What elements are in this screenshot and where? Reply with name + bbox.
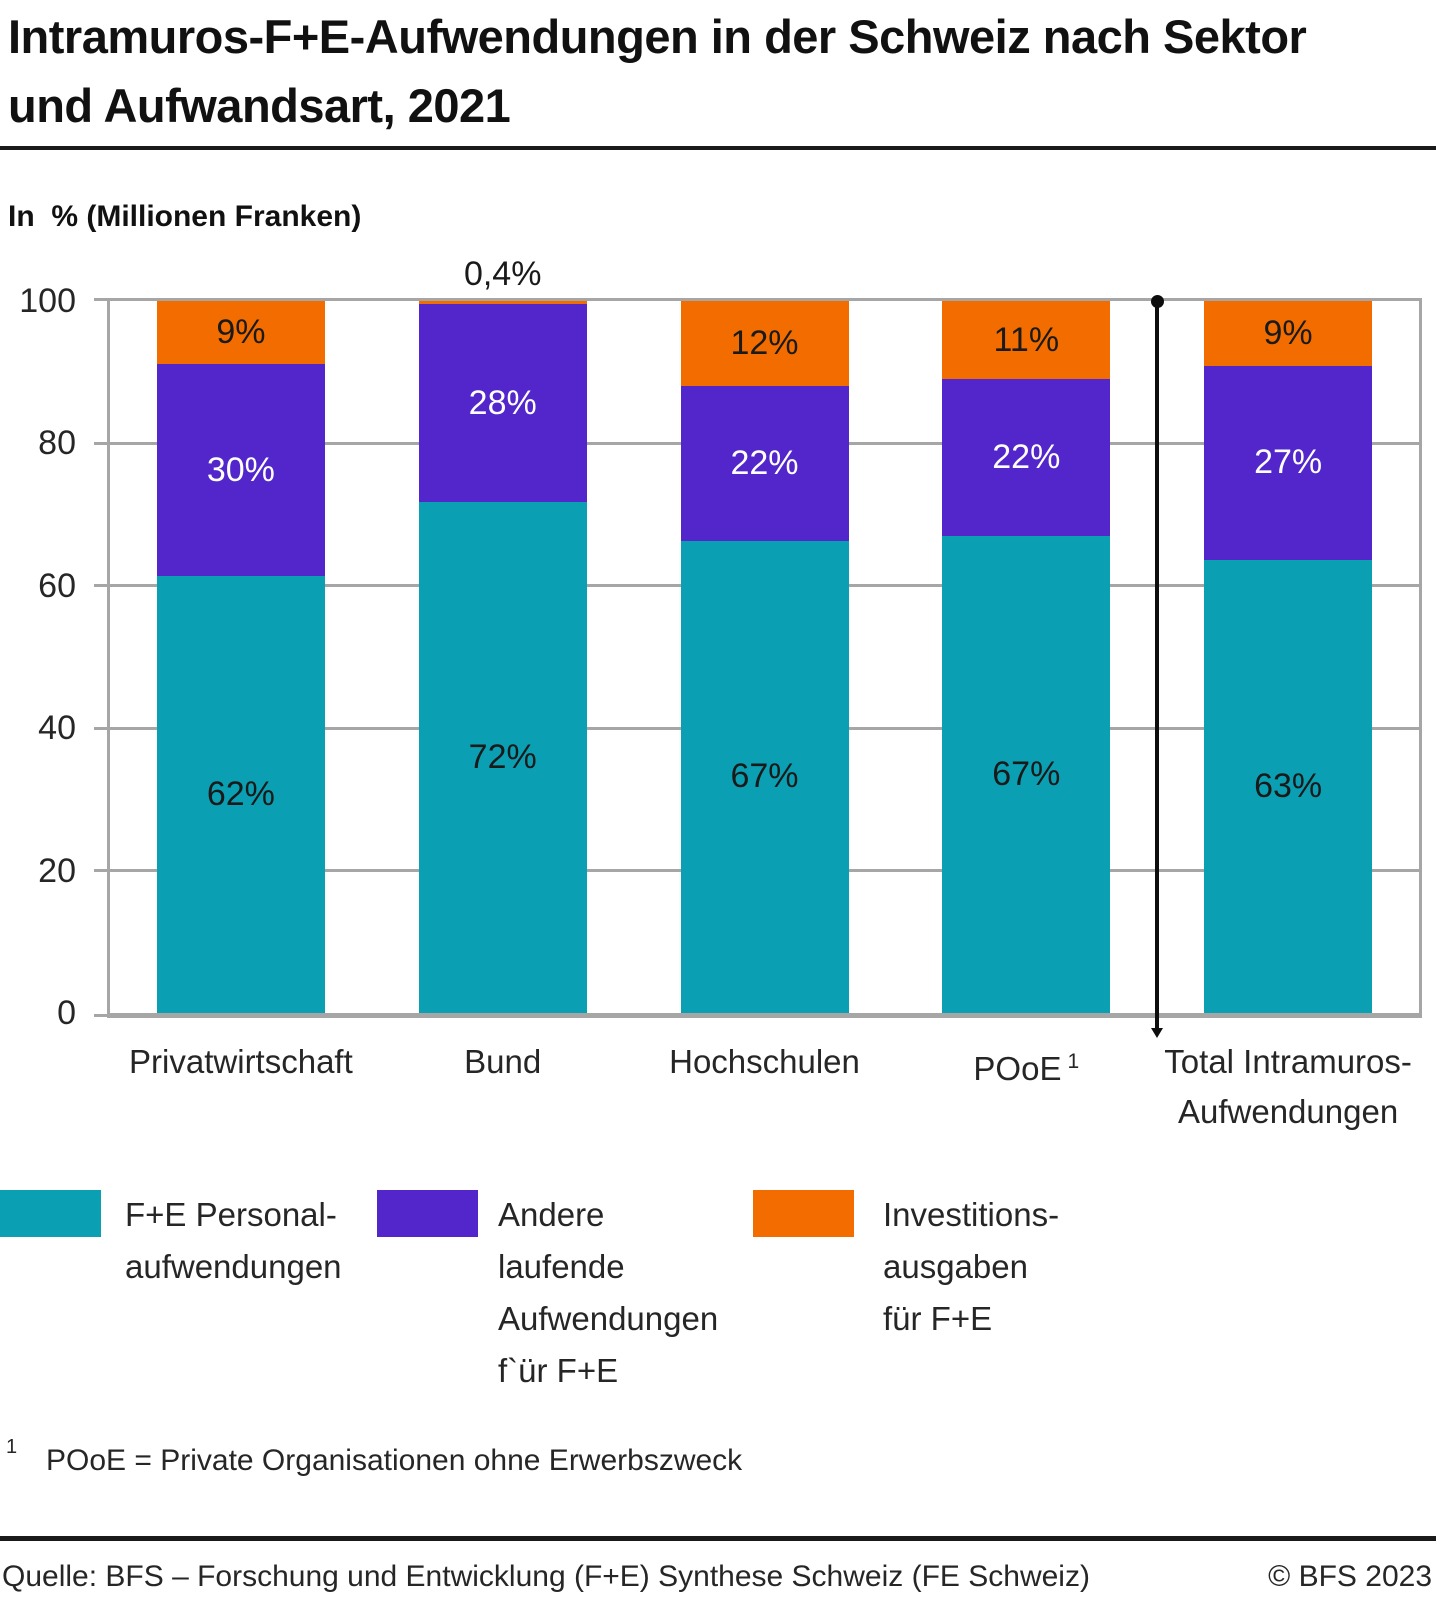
copyright-text: © BFS 2023 [1268,1560,1432,1593]
x-axis-label: POoE 1 [856,1037,1196,1094]
source-text: Quelle: BFS – Forschung und Entwicklung … [2,1560,1090,1593]
x-axis-baseline [107,1013,1422,1018]
x-axis-label: Hochschulen [595,1037,935,1087]
y-axis-label-20: 20 [38,851,76,890]
title-divider [0,146,1436,150]
bar-value-label: 22% [730,443,799,482]
legend-swatch-investitionsausgaben [753,1190,854,1237]
bar-segment: 67% [680,540,849,1013]
bar-value-label: 9% [216,313,266,352]
x-axis-label-footnote-marker: 1 [1067,1050,1080,1073]
x-axis-label-text: Bund [464,1043,542,1080]
bar-segment: 30% [156,364,325,576]
y-axis-tick-60 [94,584,110,588]
y-axis-label-40: 40 [38,709,76,748]
x-axis-label: Total Intramuros- Aufwendungen [1118,1037,1436,1137]
bar-segment: 22% [680,385,849,541]
bar-value-label: 30% [206,450,275,489]
y-axis-tick-100 [94,298,110,301]
bar-segment: 27% [1204,365,1373,560]
bar-segment [418,301,587,304]
bar-segment: 67% [942,535,1111,1013]
legend-label-personalaufwendungen: F+E Personal- aufwendungen [125,1196,342,1285]
bar-segment: 12% [680,301,849,386]
bar-value-label-outside: 0,4% [463,255,542,293]
y-axis-tick-80 [94,441,110,445]
axis-unit-label: In % (Millionen Franken) [8,200,362,233]
page-title: Intramuros-F+E-Aufwendungen in der Schwe… [8,10,1307,132]
separator-arrow [1151,1028,1164,1038]
bar-value-label: 63% [1254,766,1323,805]
footnote-text: POoE = Private Organisationen ohne Erwer… [46,1444,743,1477]
bar-segment: 22% [942,379,1111,536]
footnote-marker: 1 [6,1436,18,1458]
y-axis-tick-0 [94,1014,110,1017]
y-axis-label-100: 100 [19,282,76,320]
bar-value-label: 67% [730,757,799,796]
bar-segment: 11% [942,301,1111,380]
gridline-100 [110,298,1419,301]
bar-segment: 72% [418,502,587,1013]
bar-segment: 62% [156,575,325,1013]
legend-label-investitionsausgaben: Investitions- ausgaben für F+E [883,1196,1060,1337]
separator-dot [1150,295,1164,308]
bar-segment: 9% [156,301,325,365]
legend-swatch-andere-laufende-aufwendungen [377,1190,478,1237]
plot-right-border [1419,298,1422,1018]
bar-value-label: 12% [730,323,799,362]
bar-segment: 28% [418,303,587,503]
y-axis-tick-40 [94,726,110,730]
bar-segment: 63% [1204,559,1373,1013]
bar-value-label: 67% [992,754,1061,793]
footer-divider [0,1536,1436,1541]
x-axis-label-text: Privatwirtschaft [129,1043,353,1080]
x-axis-label-text: POoE [973,1050,1062,1087]
bar-value-label: 72% [468,738,537,777]
plot-area: 0 20 40 60 80 100 62% 30% 9% Privatwirtschaft 72% 2… [19,255,1422,1130]
x-axis-label: Privatwirtschaft [71,1037,411,1087]
y-axis-label-80: 80 [38,424,76,463]
separator-line [1155,301,1160,1029]
bar-value-label: 11% [993,320,1060,359]
x-axis-label-text: Hochschulen [669,1043,860,1080]
bar-value-label: 9% [1263,313,1313,352]
bar-value-label: 62% [206,774,275,813]
x-axis-label-text: Total Intramuros- Aufwendungen [1164,1043,1412,1130]
legend-label-andere-laufende-aufwendungen: Andere laufende Aufwendungen f`ür F+E [498,1196,719,1389]
bar-value-label: 22% [992,438,1061,477]
y-axis-tick-20 [94,869,110,873]
bar-segment: 9% [1204,301,1373,366]
y-axis-label-60: 60 [38,566,76,605]
legend-swatch-personalaufwendungen [0,1190,101,1237]
y-axis-line [107,298,110,1018]
y-axis-label-0: 0 [57,994,76,1032]
bar-value-label: 28% [468,383,537,422]
bar-value-label: 27% [1254,443,1323,482]
x-axis-label: Bund [333,1037,673,1087]
